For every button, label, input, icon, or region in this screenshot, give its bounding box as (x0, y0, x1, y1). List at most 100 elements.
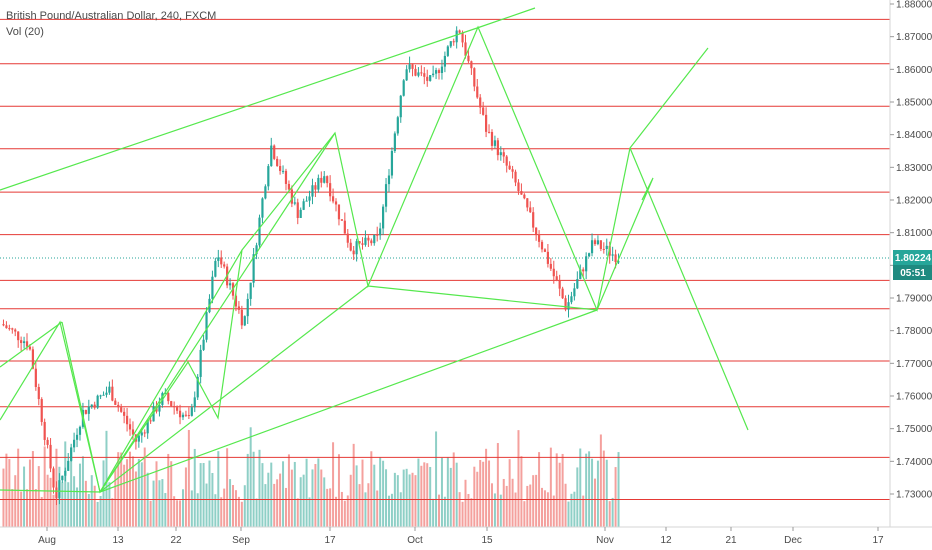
candle-body (84, 409, 87, 414)
candle-body (499, 152, 502, 156)
x-tick-label: Oct (407, 535, 423, 546)
volume-bar (355, 465, 358, 527)
trendline (367, 285, 598, 311)
candle-body (34, 368, 37, 387)
candle-body (205, 312, 208, 340)
volume-bar (352, 443, 355, 527)
candle-body (543, 249, 547, 252)
volume-bar (305, 458, 308, 527)
volume-bar (61, 482, 64, 527)
trendline (0, 321, 63, 368)
y-tick-label: 1.83000 (896, 163, 932, 174)
volume-bar (364, 492, 367, 527)
candle-body (505, 156, 508, 166)
volume-bar (373, 464, 376, 527)
volume-bar (14, 475, 17, 527)
x-tick-label: 21 (725, 535, 737, 546)
candle-body (485, 114, 488, 132)
volume-bar (299, 477, 302, 527)
time-axis[interactable]: Aug 13 22 Sep 17 Oct 15 Nov 12 21 Dec 17 (0, 526, 932, 546)
volume-bar (114, 468, 117, 527)
candle-body (349, 242, 352, 251)
candle-body (87, 406, 90, 414)
volume-bar (226, 448, 229, 527)
candle-body (220, 257, 223, 265)
trendline-drawings (0, 7, 749, 494)
volume-bar (223, 488, 226, 527)
candle-body (223, 264, 226, 267)
y-tick-label: 1.77000 (896, 359, 932, 370)
candle-body (67, 460, 70, 471)
candle-body (496, 140, 499, 156)
candle-body (52, 468, 55, 488)
volume-bar (573, 491, 576, 527)
candle-body (20, 340, 23, 344)
volume-bar (158, 480, 161, 527)
candle-body (464, 42, 467, 56)
candle-body (508, 165, 511, 170)
y-tick-label: 1.85000 (896, 98, 932, 109)
volume-bar (111, 498, 114, 527)
volume-indicator-label[interactable]: Vol (20) (6, 26, 44, 38)
trendline (629, 147, 749, 431)
candle-body (90, 404, 93, 407)
candle-body (31, 349, 34, 369)
candle-body (355, 241, 358, 255)
x-tick-label: 17 (872, 535, 884, 546)
volume-bar (264, 484, 267, 527)
volume-bar (205, 483, 208, 527)
candle-body (573, 288, 576, 297)
candle-body (529, 207, 532, 213)
candle-body (361, 243, 364, 245)
y-tick-label: 1.86000 (896, 65, 932, 76)
candle-body (370, 240, 373, 244)
candle-body (131, 429, 135, 435)
volume-bar (152, 480, 155, 527)
candle-body (376, 234, 379, 236)
candle-body (473, 68, 476, 87)
candle-body (181, 414, 185, 418)
candle-body (470, 61, 473, 69)
volume-bar (78, 463, 81, 527)
symbol-title[interactable]: British Pound/Australian Dollar, 240, FX… (6, 10, 217, 22)
candle-body (149, 420, 152, 422)
candle-body (396, 117, 399, 134)
candle-body (582, 269, 585, 272)
candle-body (164, 392, 167, 394)
volume-bar (482, 461, 485, 527)
volume-bar (261, 463, 264, 527)
candle-body (555, 276, 558, 281)
candle-body (317, 177, 320, 190)
volume-bar (526, 485, 529, 527)
volume-bar (214, 494, 217, 527)
volume-bar (408, 474, 411, 527)
candle-body (217, 257, 220, 261)
volume-bar (541, 487, 544, 527)
volume-bar (187, 429, 190, 527)
volume-bar (517, 430, 520, 527)
trendline (596, 177, 654, 311)
volume-bar (473, 466, 476, 527)
volume-bar (402, 469, 405, 527)
candle-body (46, 439, 49, 445)
candle-body (446, 46, 449, 56)
volume-bar (390, 493, 393, 527)
price-axis[interactable]: 1.88000 1.87000 1.86000 1.85000 1.84000 1.830… (889, 0, 932, 527)
volume-bar (582, 495, 585, 527)
volume-bar (385, 469, 388, 527)
volume-bar (326, 488, 329, 527)
candle-body (70, 447, 73, 461)
volume-bar (414, 475, 417, 527)
volume-bar (140, 462, 143, 527)
candle-body (434, 70, 438, 74)
volume-bar (8, 459, 11, 527)
candle-body (364, 237, 367, 245)
candle-body (25, 341, 29, 347)
volume-bar (382, 460, 385, 527)
volume-bar (376, 490, 379, 527)
volume-bar (126, 459, 129, 527)
volume-bar (232, 485, 235, 527)
volume-bar (167, 453, 170, 527)
candle-body (193, 397, 196, 408)
